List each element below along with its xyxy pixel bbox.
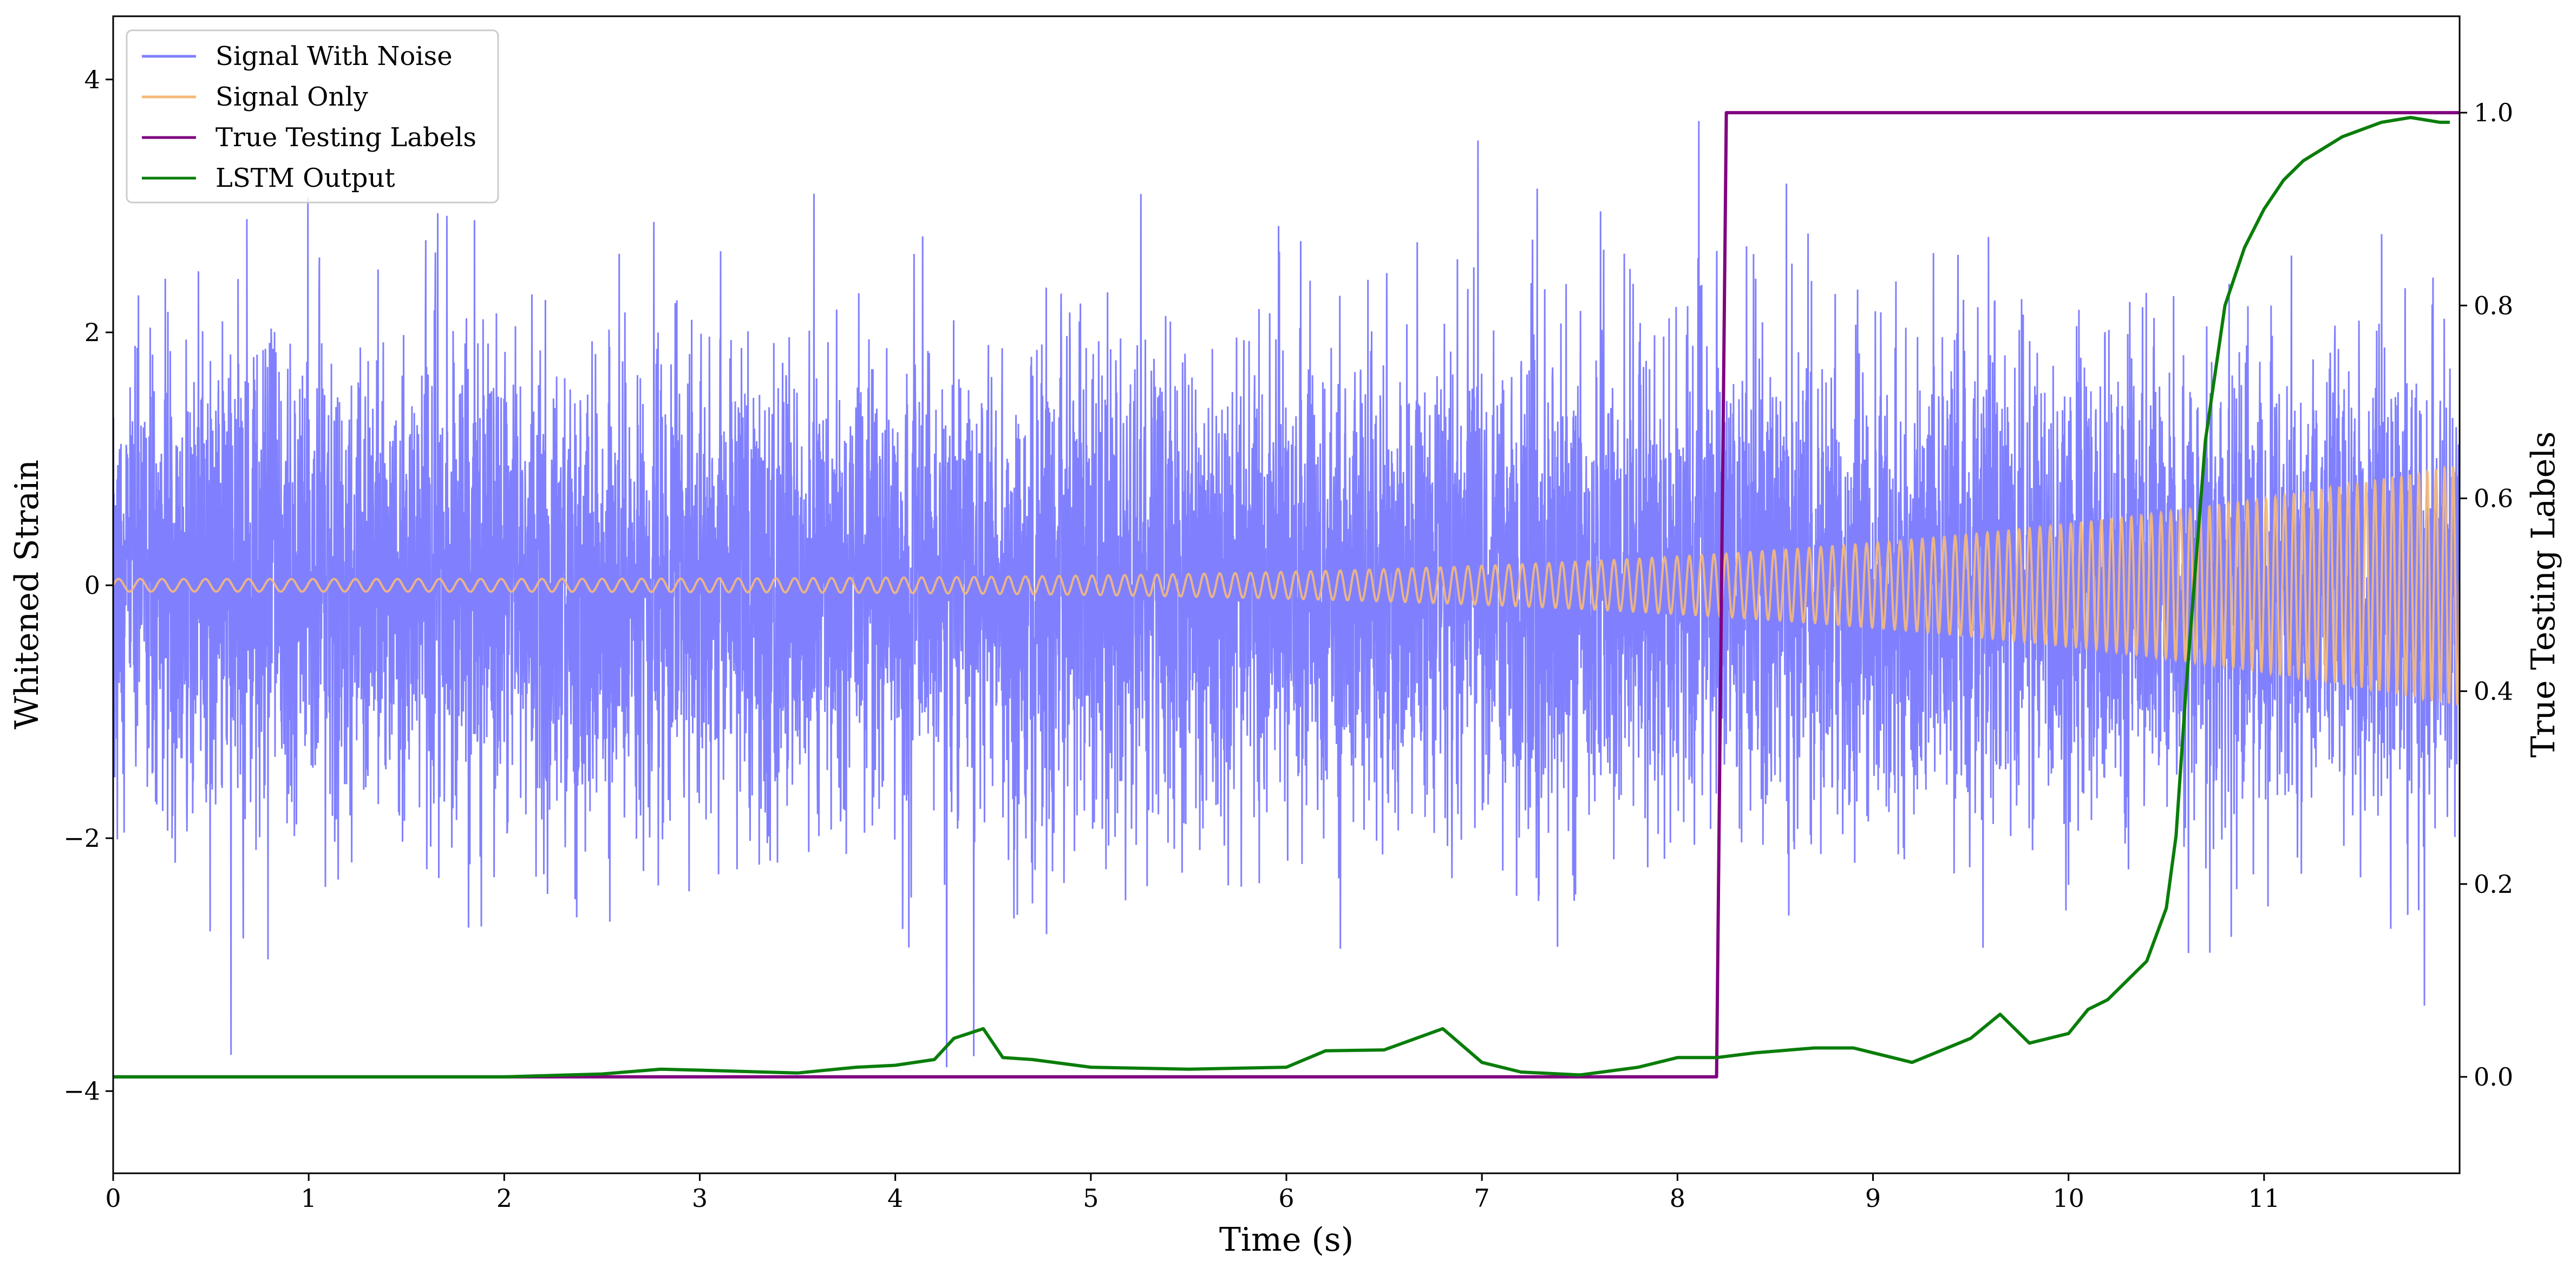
legend: Signal With Noise Signal Only True Testi… (126, 29, 499, 204)
x-tick-label: 11 (2248, 1184, 2280, 1213)
y-left-tick-label: 2 (84, 318, 100, 347)
x-tick-label: 7 (1474, 1184, 1490, 1213)
x-tick-label: 10 (2052, 1184, 2084, 1213)
series-line-true-testing-labels (113, 111, 2460, 1079)
x-tick-label: 2 (496, 1184, 512, 1213)
y-right-tick-label: 0.6 (2474, 484, 2513, 513)
legend-label-signal-only: Signal Only (215, 82, 368, 112)
y-left-tick-label: 0 (84, 571, 100, 600)
y-right-tick-label: 0.4 (2474, 677, 2513, 706)
series-line-signal-only (113, 465, 2460, 705)
y-right-tick-label: 0.0 (2474, 1062, 2513, 1092)
series-line-signal-with-noise (113, 121, 2460, 1068)
x-tick-label: 8 (1670, 1184, 1685, 1213)
legend-label-signal-with-noise: Signal With Noise (215, 41, 453, 71)
x-tick-label: 3 (692, 1184, 708, 1213)
series-layer (113, 111, 2460, 1079)
legend-label-true-testing-labels: True Testing Labels (215, 122, 476, 153)
legend-box (126, 29, 499, 204)
y-left-tick-label: −2 (63, 824, 100, 853)
x-tick-label: 0 (105, 1184, 121, 1213)
x-tick-label: 4 (887, 1184, 903, 1213)
y-right-tick-label: 1.0 (2474, 98, 2513, 127)
legend-label-lstm-output: LSTM Output (215, 163, 395, 193)
y-axis-left-title: Whitened Strain (8, 460, 46, 729)
y-right-tick-label: 0.2 (2474, 870, 2513, 899)
y-axis-right: 0.0 0.2 0.4 0.6 0.8 1.0 (2460, 98, 2513, 1092)
x-axis-title: Time (s) (1219, 1221, 1354, 1259)
y-axis-left: −4 −2 0 2 4 (63, 65, 113, 1106)
y-right-tick-label: 0.8 (2474, 291, 2513, 320)
x-tick-label: 6 (1278, 1184, 1294, 1213)
x-axis: 0 1 2 3 4 5 6 7 8 9 10 11 (105, 1173, 2280, 1213)
x-tick-label: 1 (301, 1184, 317, 1213)
y-left-tick-label: 4 (84, 65, 100, 94)
x-tick-label: 9 (1865, 1184, 1881, 1213)
series-line-lstm-output (113, 116, 2450, 1079)
y-axis-right-title: True Testing Labels (2525, 432, 2562, 758)
y-left-tick-label: −4 (63, 1076, 100, 1106)
x-tick-label: 5 (1083, 1184, 1099, 1213)
